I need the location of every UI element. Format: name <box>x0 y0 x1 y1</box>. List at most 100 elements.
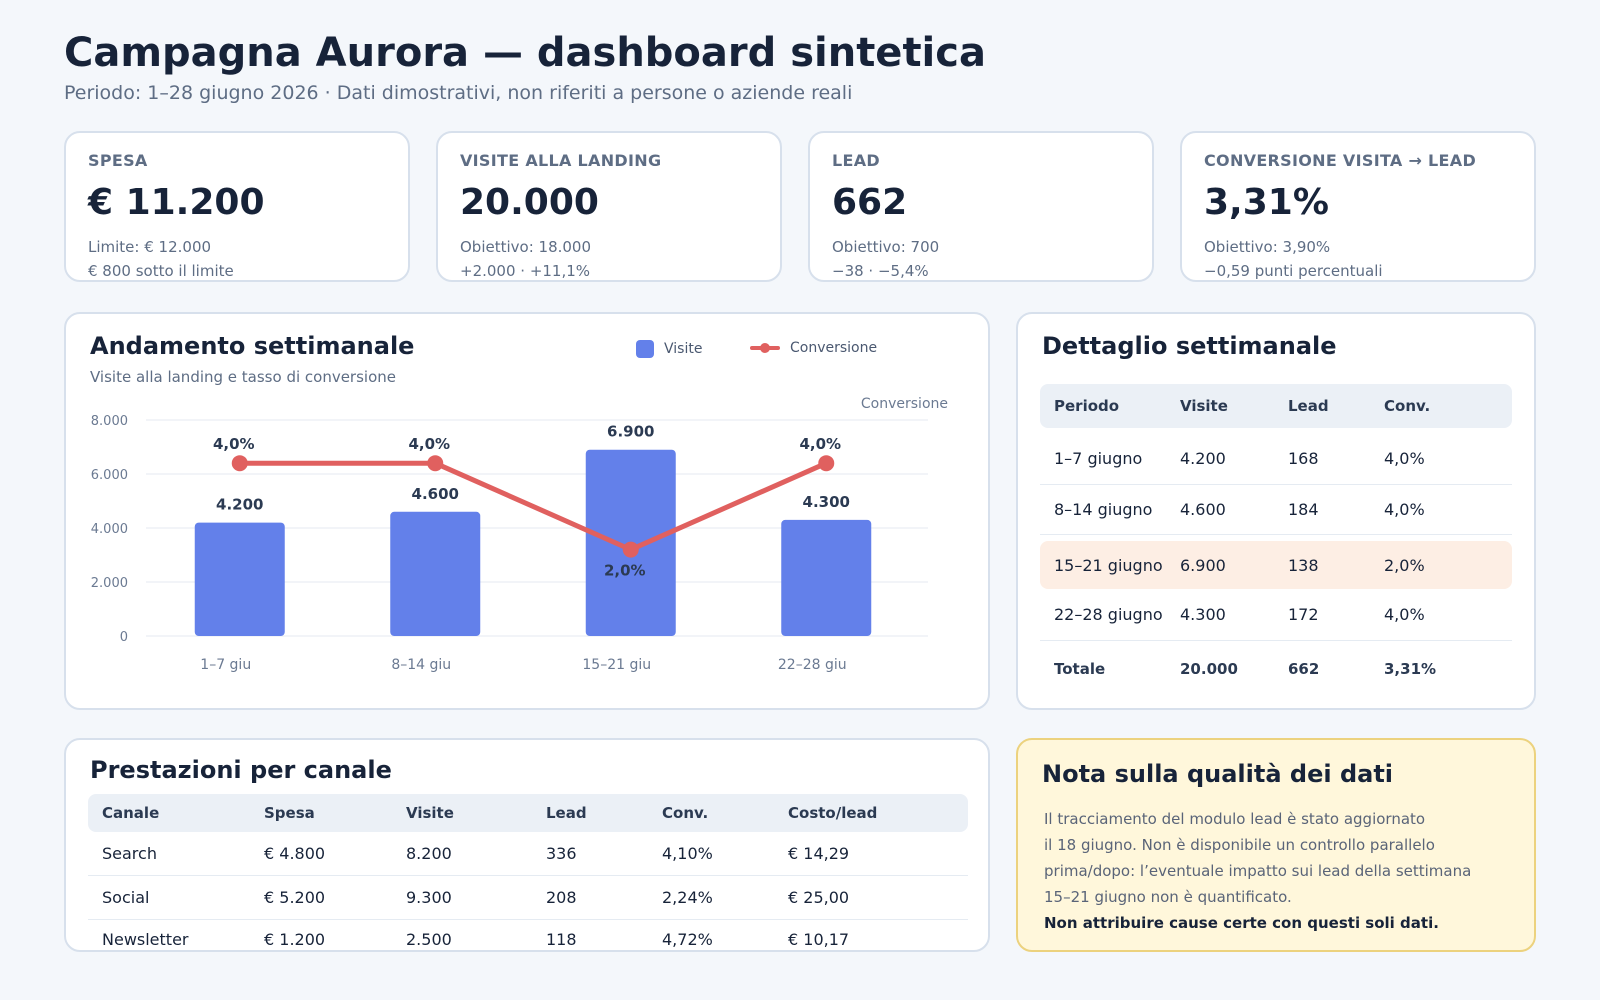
x-tick-label: 1–7 giu <box>200 657 251 673</box>
trend-chart: 0 2.000 4.000 6.000 8.000 Conversione 4.200 1–7… <box>91 396 948 673</box>
column-header: Visite <box>1180 397 1228 415</box>
x-tick-label: 15–21 giu <box>582 657 651 673</box>
cell-conv: 4,72% <box>662 929 713 949</box>
column-header: Periodo <box>1054 397 1120 415</box>
kpi-card-visite: VISITE ALLA LANDING 20.000 Obiettivo: 18… <box>436 131 782 282</box>
cell-spesa: € 4.800 <box>264 844 326 863</box>
x-tick-label: 22–28 giu <box>778 657 847 673</box>
kpi-target: Limite: € 12.000 <box>88 238 212 256</box>
cell-visite: 20.000 <box>1180 660 1238 678</box>
column-header: Canale <box>102 804 160 822</box>
table-row: 1–7 giugno 4.200 168 4,0% <box>1040 432 1512 485</box>
note-title: Nota sulla qualità dei dati <box>1042 760 1394 788</box>
cell-spesa: € 5.200 <box>264 888 326 907</box>
kpi-delta: −38 · −5,4% <box>832 262 929 280</box>
legend-bar-swatch <box>636 340 654 358</box>
kpi-delta: +2.000 · +11,1% <box>460 262 591 280</box>
y-tick-label: 0 <box>120 630 128 645</box>
legend-line-swatch <box>750 343 780 353</box>
cell-periodo: Totale <box>1054 660 1106 678</box>
kpi-label: LEAD <box>832 151 880 170</box>
cell-conv: 3,31% <box>1384 660 1437 678</box>
weekly-table: Periodo Visite Lead Conv. 1–7 giugno 4.2… <box>1040 384 1512 697</box>
cell-conv: 2,0% <box>1384 555 1425 575</box>
cell-canale: Social <box>102 888 150 907</box>
column-header: Lead <box>546 804 587 822</box>
cell-visite: 4.300 <box>1180 605 1226 624</box>
channel-title: Prestazioni per canale <box>90 756 392 784</box>
table-row: Newsletter € 1.200 2.500 118 4,72% € 10,… <box>88 920 968 950</box>
table-row: Social € 5.200 9.300 208 2,24% € 25,00 <box>88 876 968 920</box>
kpi-card-conversione: CONVERSIONE VISITA → LEAD 3,31% Obiettiv… <box>1180 131 1536 282</box>
line-value-label: 4,0% <box>799 435 841 453</box>
y-tick-label: 2.000 <box>91 576 128 591</box>
bar-value-label: 4.600 <box>412 485 459 503</box>
cell-lead: 168 <box>1288 448 1319 468</box>
table-row: 22–28 giugno 4.300 172 4,0% <box>1040 589 1512 641</box>
kpi-target: Obiettivo: 700 <box>832 238 940 256</box>
cell-canale: Search <box>102 844 157 863</box>
cell-visite: 2.500 <box>406 929 452 949</box>
bar-visite <box>390 511 481 636</box>
cell-lead: 662 <box>1288 660 1320 678</box>
channel-table: Canale Spesa Visite Lead Conv. Costo/lea… <box>88 794 968 950</box>
bar-value-label: 4.200 <box>216 496 263 514</box>
cell-periodo: 8–14 giugno <box>1054 500 1153 519</box>
column-header: Spesa <box>264 804 315 822</box>
data-quality-note: Nota sulla qualità dei dati Il tracciame… <box>1016 738 1536 952</box>
cell-lead: 184 <box>1288 500 1319 519</box>
cell-visite: 6.900 <box>1180 555 1226 575</box>
table-row-total: Totale 20.000 662 3,31% <box>1040 641 1512 697</box>
cell-visite: 9.300 <box>406 888 452 907</box>
cell-periodo: 22–28 giugno <box>1054 605 1163 624</box>
kpi-value: 3,31% <box>1204 182 1329 223</box>
kpi-target: Obiettivo: 3,90% <box>1204 238 1331 256</box>
note-warning: Non attribuire cause certe con questi so… <box>1044 914 1439 932</box>
cell-costo-lead: € 25,00 <box>788 888 850 907</box>
bar-value-label: 4.300 <box>803 493 850 511</box>
y2-axis-label: Conversione <box>861 396 948 412</box>
legend-label: Visite <box>664 341 703 357</box>
kpi-value: 20.000 <box>460 182 599 223</box>
line-value-label: 4,0% <box>213 435 255 453</box>
note-text: Il tracciamento del modulo lead è stato … <box>1044 806 1504 910</box>
cell-visite: 4.600 <box>1180 500 1226 519</box>
bar-visite <box>194 522 285 636</box>
note-line: 15–21 giugno non è quantificato. <box>1044 888 1292 906</box>
line-point <box>427 455 444 472</box>
column-header: Costo/lead <box>788 804 878 822</box>
cell-visite: 4.200 <box>1180 448 1226 468</box>
kpi-value: 662 <box>832 182 908 223</box>
kpi-label: SPESA <box>88 151 148 170</box>
legend-label: Conversione <box>790 340 878 356</box>
kpi-delta: −0,59 punti percentuali <box>1204 262 1383 280</box>
kpi-label: CONVERSIONE VISITA → LEAD <box>1204 151 1477 170</box>
y-tick-label: 6.000 <box>91 468 128 483</box>
cell-lead: 138 <box>1288 555 1319 575</box>
table-header: Canale Spesa Visite Lead Conv. Costo/lea… <box>88 794 968 832</box>
line-conversione <box>239 460 828 553</box>
line-point <box>622 541 639 558</box>
page-subtitle: Periodo: 1–28 giugno 2026 · Dati dimostr… <box>64 82 853 104</box>
table-row: Search € 4.800 8.200 336 4,10% € 14,29 <box>88 832 968 876</box>
note-line: prima/dopo: l’eventuale impatto sui lead… <box>1044 862 1472 880</box>
line-point <box>818 455 835 472</box>
x-tick-label: 8–14 giu <box>391 657 451 673</box>
kpi-value: € 11.200 <box>88 182 265 223</box>
cell-costo-lead: € 14,29 <box>788 844 850 863</box>
cell-conv: 4,0% <box>1384 605 1425 624</box>
column-header: Visite <box>406 804 454 822</box>
cell-conv: 2,24% <box>662 888 713 907</box>
cell-spesa: € 1.200 <box>264 929 326 949</box>
column-header: Conv. <box>1384 397 1431 415</box>
cell-periodo: 1–7 giugno <box>1054 448 1143 468</box>
cell-lead: 208 <box>546 888 577 907</box>
kpi-label: VISITE ALLA LANDING <box>460 151 662 170</box>
bar-value-label: 6.900 <box>607 423 654 441</box>
cell-visite: 8.200 <box>406 844 452 863</box>
trend-title: Andamento settimanale <box>90 332 415 360</box>
note-line: Il tracciamento del modulo lead è stato … <box>1044 810 1426 828</box>
channel-panel: Prestazioni per canale Canale Spesa Visi… <box>64 738 990 952</box>
table-header: Periodo Visite Lead Conv. <box>1040 384 1512 428</box>
legend-visite: Visite <box>636 340 702 358</box>
